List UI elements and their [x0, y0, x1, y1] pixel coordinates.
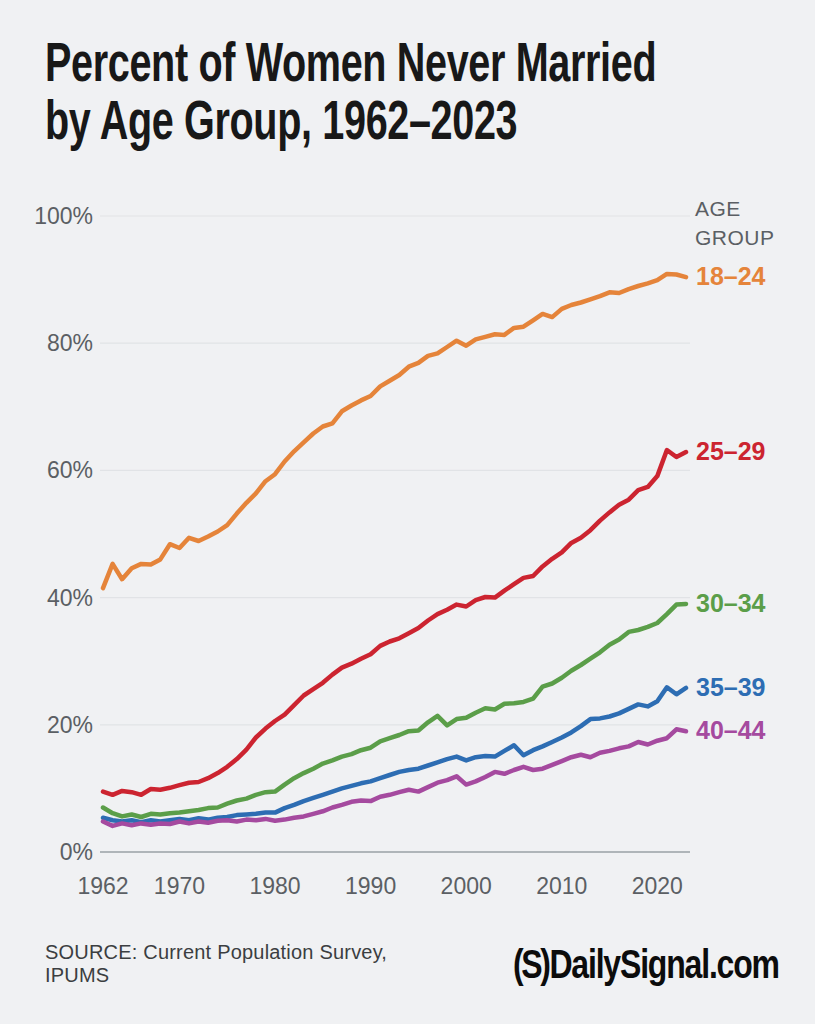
series-label-30-34: 30–34: [696, 589, 766, 617]
x-tick-label-2000: 2000: [441, 873, 492, 899]
legend-title-line2: GROUP: [695, 226, 775, 249]
x-tick-label-1980: 1980: [249, 873, 300, 899]
logo-s-icon: (S): [513, 941, 549, 987]
chart-title: Percent of Women Never Married by Age Gr…: [45, 34, 656, 150]
x-tick-label-1962: 1962: [77, 873, 128, 899]
x-tick-label-1990: 1990: [345, 873, 396, 899]
footer: SOURCE: Current Population Survey, IPUMS…: [45, 932, 779, 996]
y-tick-label-80: 80%: [47, 330, 93, 356]
series-label-18-24: 18–24: [696, 262, 766, 290]
y-tick-label-100: 100%: [34, 203, 93, 229]
legend-title-line1: AGE: [695, 197, 741, 220]
x-tick-label-2020: 2020: [632, 873, 683, 899]
x-tick-label-2010: 2010: [536, 873, 587, 899]
series-line-30-34: [103, 604, 686, 817]
logo-wordmark: DailySignal.com: [550, 941, 779, 987]
y-tick-label-60: 60%: [47, 457, 93, 483]
series-label-35-39: 35–39: [696, 673, 766, 701]
y-tick-label-40: 40%: [47, 585, 93, 611]
series-line-18-24: [103, 274, 686, 588]
x-tick-label-1970: 1970: [154, 873, 205, 899]
y-tick-label-0: 0%: [60, 839, 93, 865]
series-label-40-44: 40–44: [696, 716, 766, 744]
line-chart: 0% 20% 40% 60% 80% 100% 1962 1970 1980 1990 2000 20…: [0, 0, 815, 1024]
series-line-25-29: [103, 450, 686, 795]
dailysignal-logo: (S)DailySignal.com: [513, 941, 779, 988]
chart-title-line1: Percent of Women Never Married: [45, 34, 656, 92]
infographic-canvas: 0% 20% 40% 60% 80% 100% 1962 1970 1980 1990 2000 20…: [0, 0, 815, 1024]
chart-title-line2: by Age Group, 1962–2023: [45, 92, 656, 150]
series-label-25-29: 25–29: [696, 437, 766, 465]
y-tick-label-20: 20%: [47, 712, 93, 738]
source-note: SOURCE: Current Population Survey, IPUMS: [45, 941, 438, 987]
